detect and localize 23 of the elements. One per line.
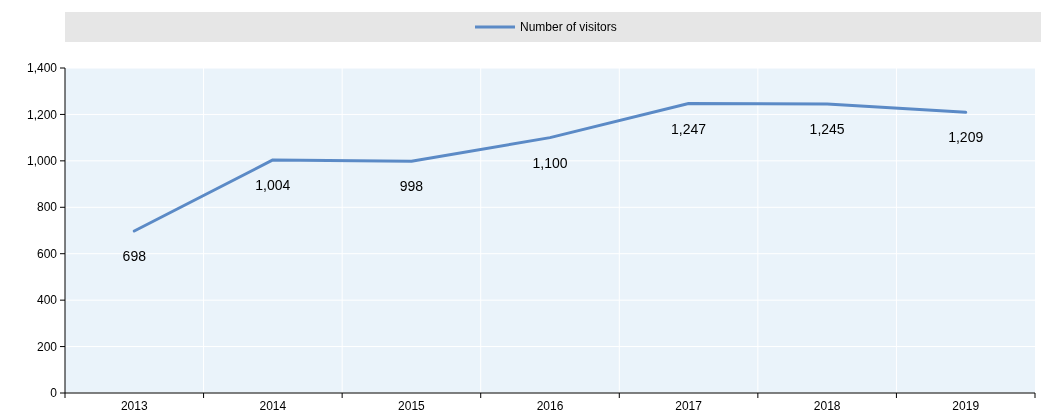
- y-tick-label: 600: [36, 246, 58, 261]
- data-label: 1,100: [532, 154, 568, 171]
- x-tick-label: 2016: [536, 399, 564, 413]
- x-tick-label: 2014: [259, 399, 287, 413]
- x-tick-label: 2017: [675, 399, 703, 413]
- y-tick-label: 1,200: [26, 107, 58, 122]
- y-tick-label: 200: [36, 339, 58, 354]
- data-label: 1,004: [255, 176, 291, 193]
- x-tick-label: 2013: [120, 399, 148, 413]
- x-tick-label: 2018: [813, 399, 841, 413]
- y-tick-label: 400: [36, 293, 58, 308]
- data-label: 1,245: [809, 120, 845, 137]
- x-tick-label: 2015: [398, 399, 426, 413]
- y-tick-label: 1,000: [26, 154, 58, 169]
- data-label: 998: [399, 178, 424, 195]
- x-tick-label: 2019: [952, 399, 980, 413]
- data-label: 1,209: [948, 129, 984, 146]
- y-tick-label: 1,400: [26, 61, 58, 76]
- legend-label: Number of visitors: [520, 20, 617, 35]
- data-label: 1,247: [671, 120, 707, 137]
- y-tick-label: 0: [50, 386, 58, 401]
- data-label: 698: [122, 247, 147, 264]
- y-tick-label: 800: [36, 200, 58, 215]
